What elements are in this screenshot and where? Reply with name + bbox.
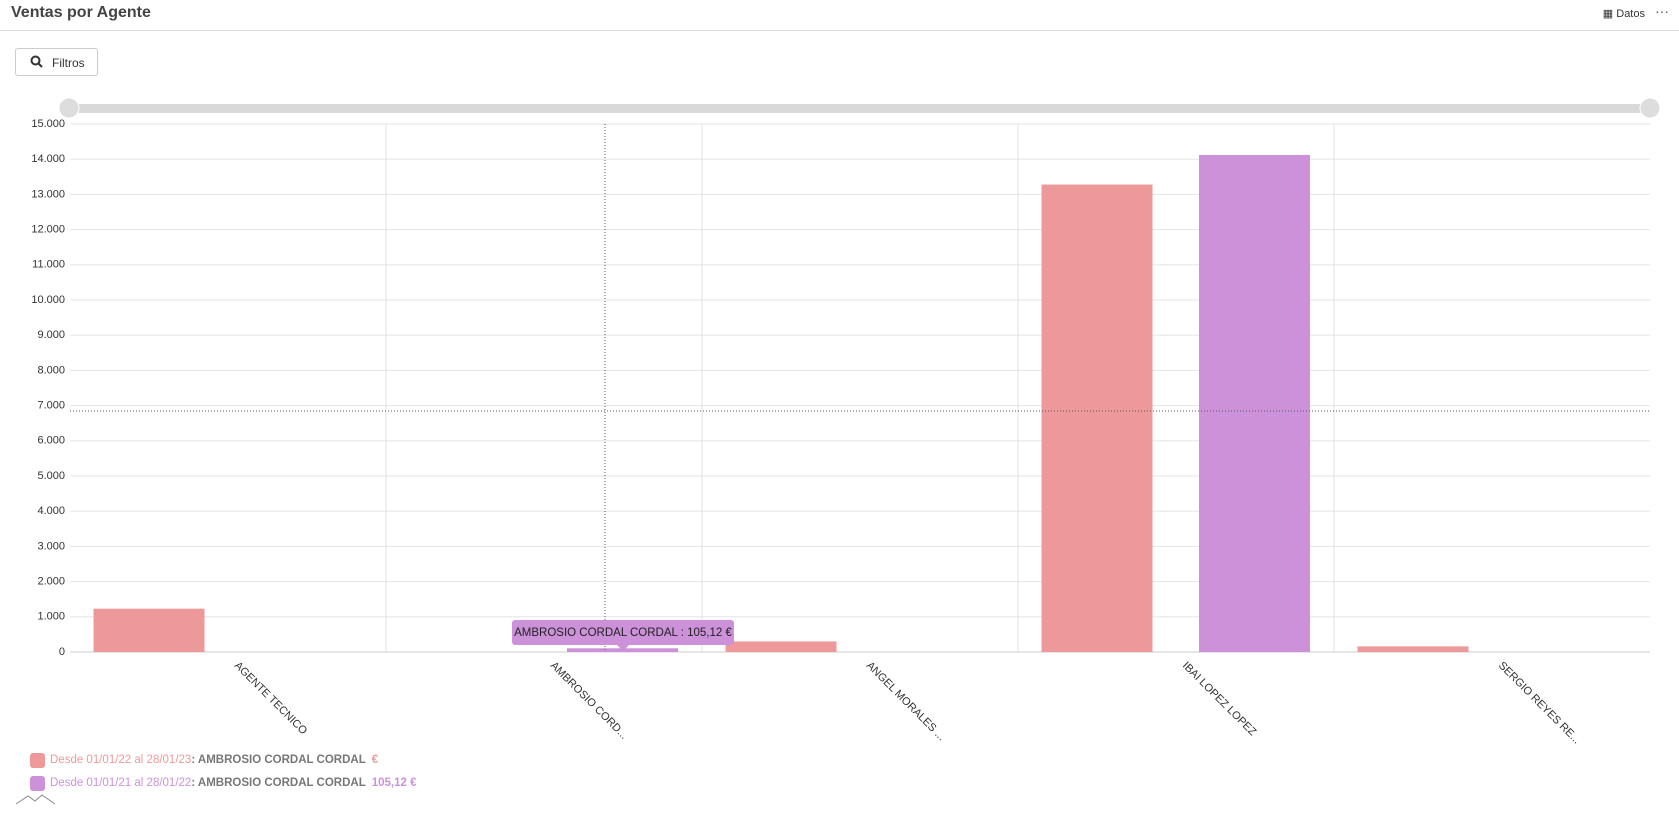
y-tick-label: 10.000 <box>31 294 65 306</box>
legend-swatch <box>30 753 45 768</box>
y-tick-label: 7.000 <box>37 400 65 412</box>
y-tick-label: 2.000 <box>37 576 65 588</box>
legend-value: 105,12 € <box>372 777 417 789</box>
page-title: Ventas por Agente <box>11 4 151 21</box>
slider-handle[interactable] <box>58 97 80 119</box>
legend-series-name: Desde 01/01/22 al 28/01/23 <box>50 754 191 766</box>
y-tick-label: 9.000 <box>37 329 65 341</box>
slider-handle[interactable] <box>1639 97 1661 119</box>
y-tick-label: 11.000 <box>32 259 65 271</box>
x-tick-label: AMBROSIO CORD... <box>548 660 630 742</box>
y-tick-label: 1.000 <box>37 611 65 623</box>
y-tick-label: 5.000 <box>37 470 65 482</box>
y-tick-label: 0 <box>59 646 65 658</box>
y-tick-label: 6.000 <box>37 435 65 447</box>
bar <box>93 608 205 652</box>
header-divider <box>0 30 1679 31</box>
legend-value: € <box>372 754 379 766</box>
tooltip-pointer <box>617 645 629 651</box>
legend-agent: : AMBROSIO CORDAL CORDAL <box>191 777 365 789</box>
bar <box>725 641 837 652</box>
x-tick-label: IBAI LOPEZ LOPEZ <box>1180 660 1259 739</box>
legend-entry: Desde 01/01/22 al 28/01/23: AMBROSIO COR… <box>50 754 379 766</box>
y-tick-label: 14.000 <box>31 153 65 165</box>
bar <box>1357 646 1469 652</box>
legend-agent: : AMBROSIO CORDAL CORDAL <box>191 754 365 766</box>
y-tick-label: 3.000 <box>37 540 65 552</box>
y-tick-label: 15.000 <box>31 118 65 130</box>
data-label: Datos <box>1616 8 1645 20</box>
legend-swatch <box>30 776 45 791</box>
bar <box>1199 154 1310 652</box>
y-tick-label: 12.000 <box>31 224 65 236</box>
menu-button[interactable]: ··· <box>1655 3 1669 19</box>
x-tick-label: ANGEL MORALES ... <box>864 660 947 743</box>
tooltip-box <box>512 620 734 645</box>
filter-label: Filtros <box>52 56 85 70</box>
y-tick-label: 8.000 <box>37 364 65 376</box>
tooltip: AMBROSIO CORDAL CORDAL : 105,12 € <box>514 627 732 639</box>
legend-series-name: Desde 01/01/21 al 28/01/22 <box>50 777 191 789</box>
bar <box>1041 184 1153 652</box>
x-tick-label: AGENTE TECNICO <box>232 660 310 738</box>
zoom-slider[interactable] <box>69 104 1650 113</box>
search-icon <box>30 55 43 68</box>
legend-entry: Desde 01/01/21 al 28/01/22: AMBROSIO COR… <box>50 777 417 789</box>
y-tick-label: 4.000 <box>37 505 65 517</box>
data-button[interactable]: ▦ Datos <box>1602 8 1645 20</box>
x-tick-label: SERGIO REYES RE... <box>1496 660 1583 747</box>
y-tick-label: 13.000 <box>31 188 65 200</box>
filter-button[interactable]: Filtros <box>15 48 98 76</box>
scroll-icon <box>15 794 56 805</box>
